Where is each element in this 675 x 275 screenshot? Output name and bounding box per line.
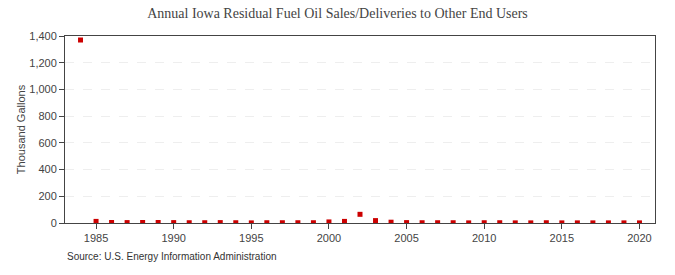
svg-text:2020: 2020 [627, 232, 651, 244]
svg-text:2000: 2000 [317, 232, 341, 244]
svg-text:1995: 1995 [239, 232, 263, 244]
svg-text:Source: U.S. Energy Informatio: Source: U.S. Energy Information Administ… [67, 251, 277, 262]
svg-text:1,000: 1,000 [29, 83, 57, 95]
svg-text:Annual Iowa Residual Fuel Oil: Annual Iowa Residual Fuel Oil Sales/Deli… [147, 6, 528, 21]
svg-text:Thousand Gallons: Thousand Gallons [15, 84, 27, 174]
svg-text:1990: 1990 [161, 232, 185, 244]
svg-text:2010: 2010 [472, 232, 496, 244]
svg-text:200: 200 [38, 190, 56, 202]
svg-text:2015: 2015 [550, 232, 574, 244]
svg-text:0: 0 [51, 217, 57, 229]
svg-text:2005: 2005 [394, 232, 418, 244]
svg-text:1,400: 1,400 [29, 30, 57, 42]
svg-text:600: 600 [38, 137, 56, 149]
svg-text:1,200: 1,200 [29, 57, 57, 69]
svg-text:1985: 1985 [84, 232, 108, 244]
svg-text:400: 400 [38, 163, 56, 175]
svg-text:800: 800 [38, 110, 56, 122]
